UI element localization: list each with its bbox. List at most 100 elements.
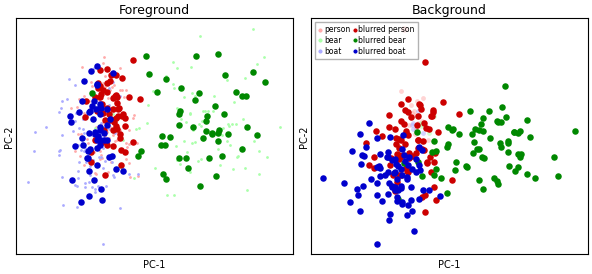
Point <box>401 131 410 135</box>
Point <box>215 162 225 167</box>
Point <box>198 136 207 141</box>
Point <box>128 116 137 121</box>
Point <box>449 127 458 132</box>
Point <box>428 107 437 112</box>
Point <box>67 106 76 110</box>
Point <box>397 173 406 178</box>
Point <box>355 209 365 213</box>
Point <box>115 136 125 140</box>
Point <box>96 135 106 139</box>
Point <box>419 121 429 125</box>
Point <box>98 241 108 246</box>
Point <box>233 153 242 158</box>
Point <box>413 146 423 150</box>
Point <box>112 101 122 105</box>
Point <box>500 84 510 88</box>
Point <box>416 123 426 128</box>
Point <box>99 137 108 142</box>
Point <box>412 122 422 127</box>
Point <box>400 159 410 163</box>
Point <box>125 161 134 165</box>
Point <box>213 131 223 135</box>
Point <box>411 157 420 161</box>
Point <box>96 153 106 158</box>
Point <box>76 200 86 205</box>
Point <box>104 127 113 131</box>
Point <box>218 125 228 130</box>
Point <box>94 85 103 90</box>
Point <box>133 141 142 145</box>
Point <box>416 121 426 125</box>
Point <box>240 76 250 80</box>
Point <box>372 241 381 246</box>
Point <box>181 156 191 161</box>
Point <box>101 105 110 109</box>
Point <box>195 122 204 127</box>
Point <box>443 141 452 146</box>
Point <box>373 181 382 185</box>
Point <box>75 153 85 158</box>
Point <box>73 184 82 189</box>
Point <box>358 184 368 188</box>
Point <box>397 200 407 204</box>
Point <box>432 149 441 153</box>
Point <box>73 169 83 173</box>
Point <box>191 94 200 98</box>
Point <box>92 81 102 86</box>
Point <box>144 103 153 108</box>
Point <box>493 120 503 124</box>
Point <box>468 151 478 155</box>
Point <box>69 145 79 149</box>
Point <box>424 131 434 135</box>
Point <box>94 102 104 107</box>
Point <box>89 135 99 139</box>
Point <box>387 158 397 162</box>
Point <box>110 119 119 124</box>
Point <box>136 96 145 101</box>
Point <box>426 170 435 175</box>
Point <box>83 156 92 160</box>
Point <box>115 165 124 169</box>
Point <box>112 98 122 102</box>
Point <box>115 127 125 132</box>
Point <box>88 91 97 95</box>
Point <box>436 176 446 180</box>
Point <box>99 141 108 145</box>
Point <box>417 146 427 151</box>
Point <box>513 164 522 169</box>
Point <box>493 181 503 186</box>
Point <box>503 150 513 154</box>
Point <box>174 123 184 128</box>
Point <box>407 123 417 127</box>
Point <box>401 165 411 170</box>
Y-axis label: PC-2: PC-2 <box>300 125 310 148</box>
Point <box>162 193 172 197</box>
Point <box>161 77 170 82</box>
Point <box>57 175 66 180</box>
Point <box>96 106 105 110</box>
Point <box>91 171 100 175</box>
Point <box>217 133 227 137</box>
Point <box>470 127 480 132</box>
Point <box>107 153 117 158</box>
Point <box>97 121 107 125</box>
Point <box>106 117 115 122</box>
Point <box>424 188 434 192</box>
Point <box>142 121 152 125</box>
Point <box>405 151 414 155</box>
Point <box>90 178 99 182</box>
Point <box>410 132 420 136</box>
Point <box>385 163 395 167</box>
Point <box>384 192 393 196</box>
Point <box>175 156 184 160</box>
Point <box>102 138 112 142</box>
Point <box>185 111 195 115</box>
X-axis label: PC-1: PC-1 <box>438 260 461 270</box>
Point <box>133 173 142 178</box>
Point <box>181 120 191 124</box>
Point <box>417 140 426 144</box>
Point <box>352 187 362 191</box>
Point <box>82 99 91 104</box>
Point <box>254 148 263 153</box>
Point <box>89 66 99 70</box>
